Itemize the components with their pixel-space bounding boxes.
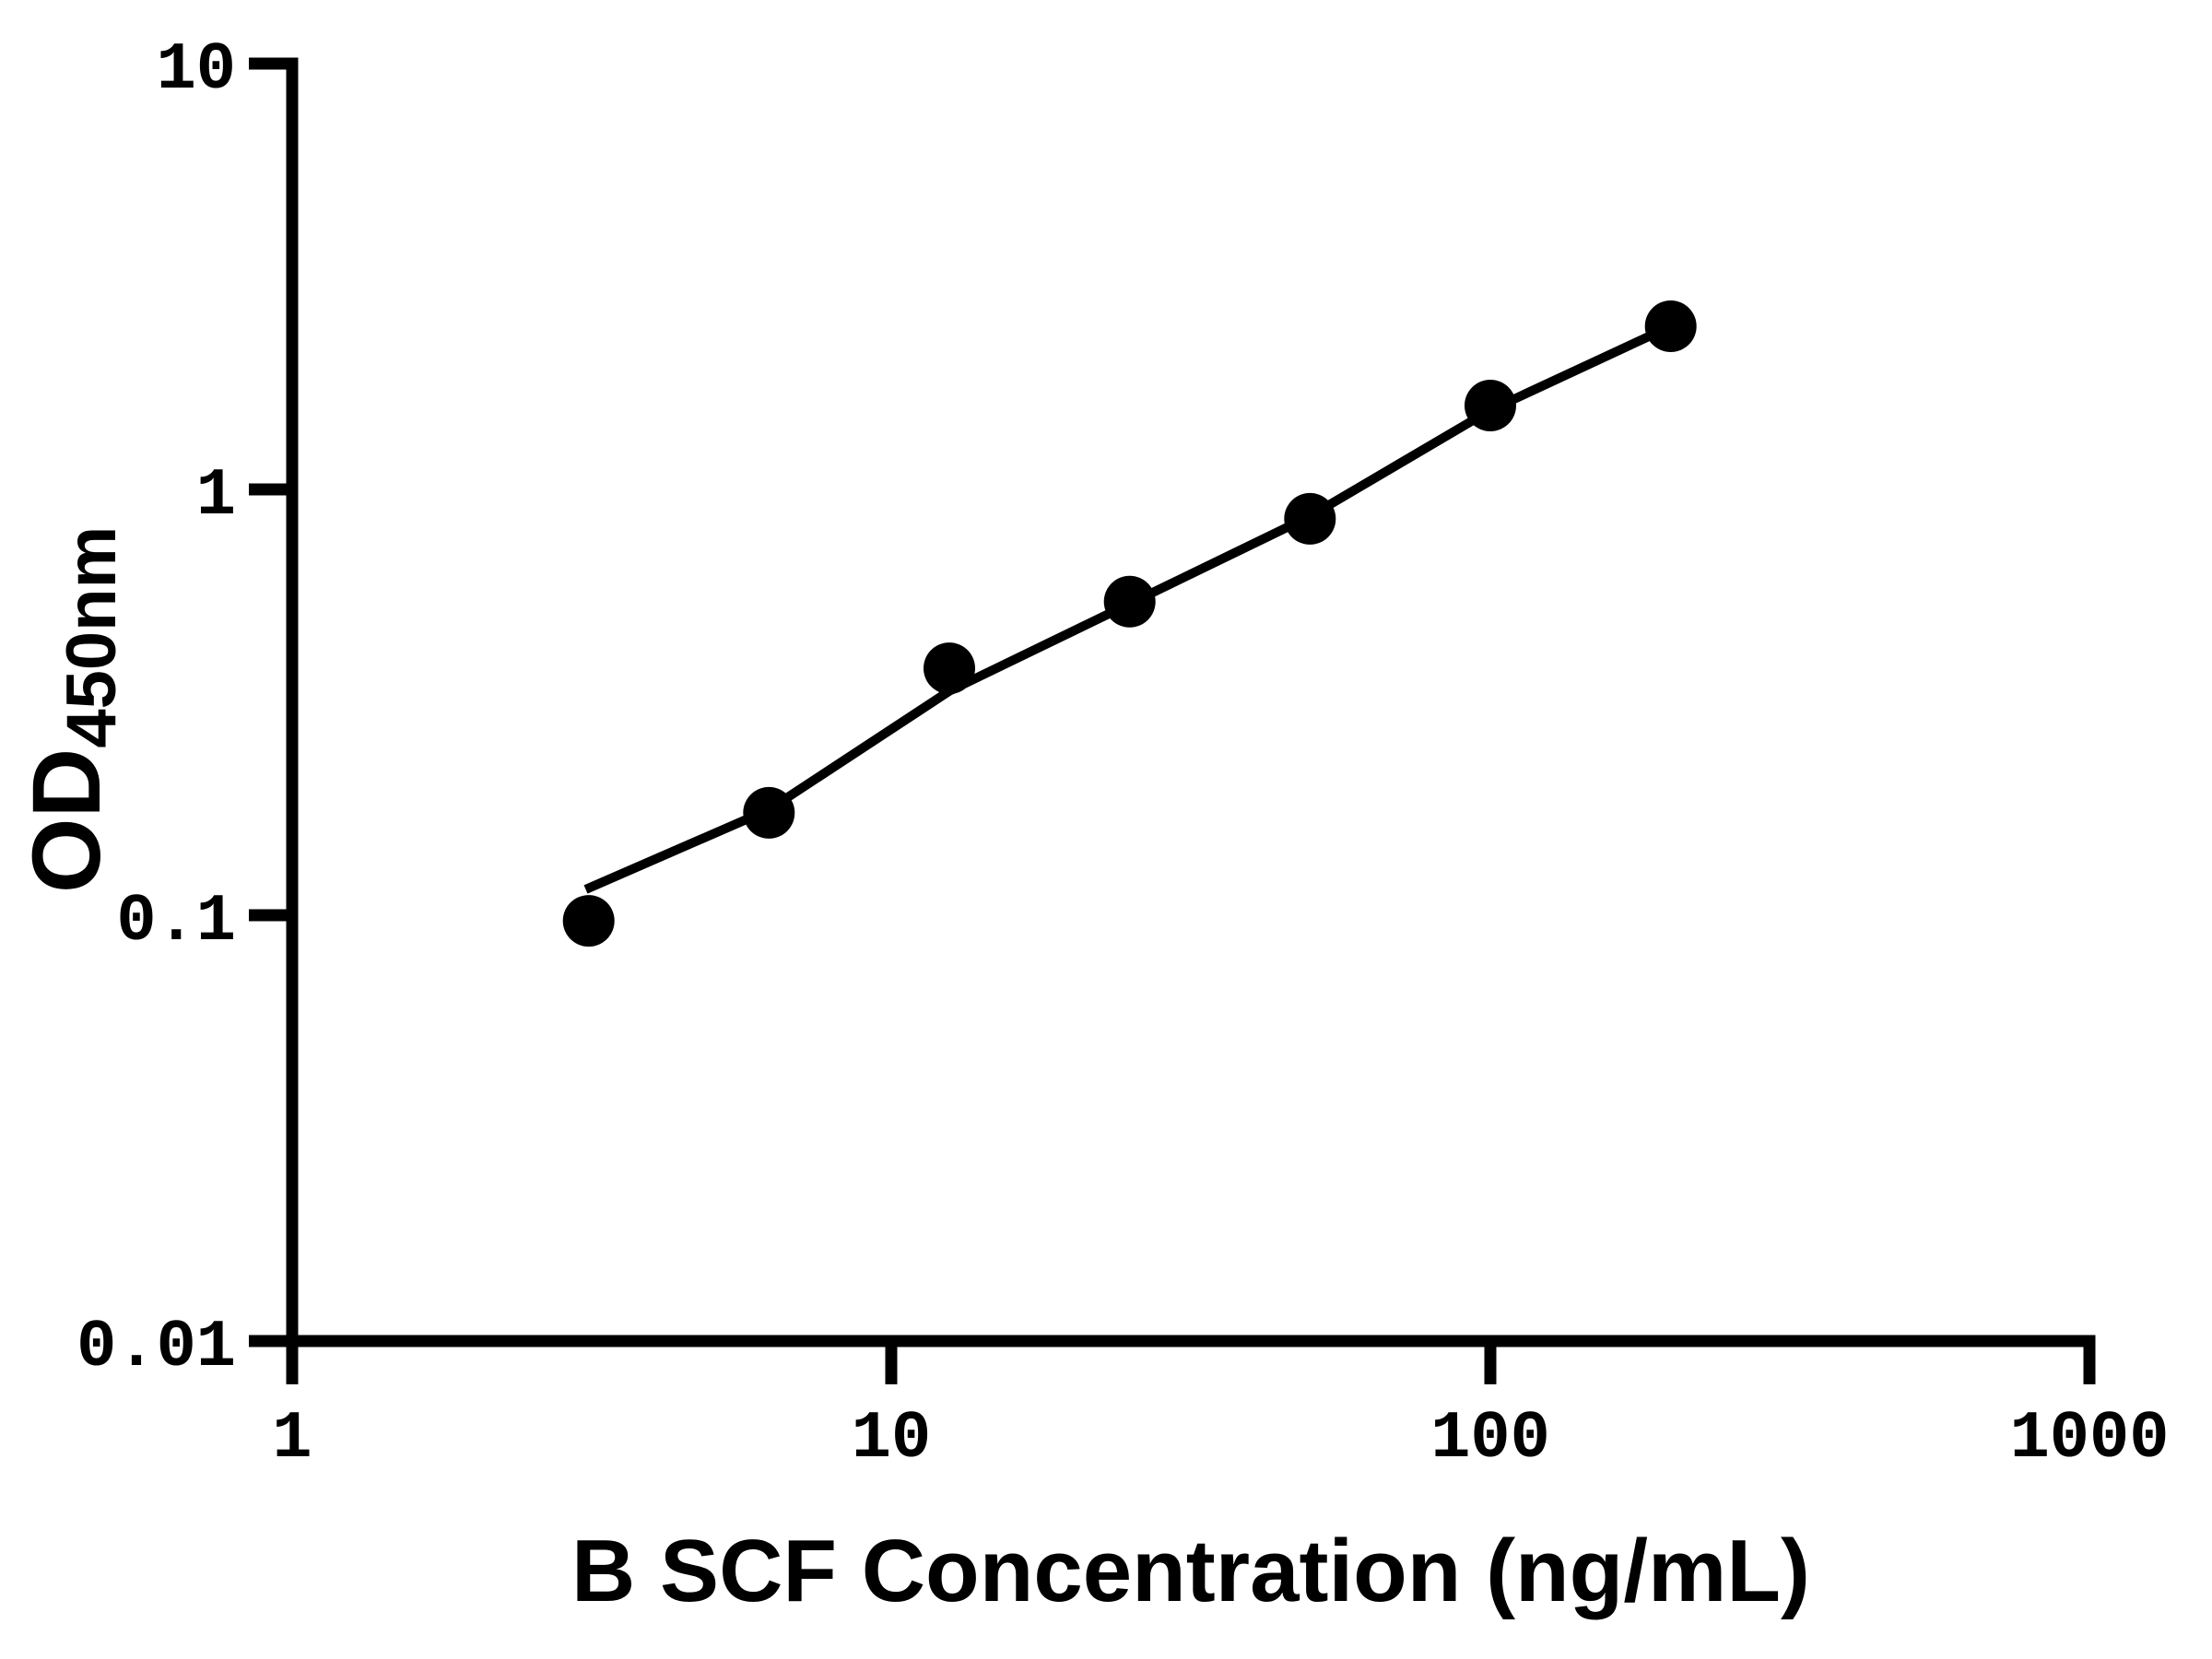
data-point <box>743 786 795 839</box>
x-tick-label: 100 <box>1430 1401 1550 1477</box>
y-axis-title-subscript: 450nm <box>52 525 131 748</box>
x-tick-label: 1 <box>272 1401 312 1477</box>
data-point <box>1284 492 1336 545</box>
y-axis-title-main: OD <box>13 747 122 894</box>
y-tick-label: 0.01 <box>76 1310 236 1385</box>
data-point <box>1103 575 1156 628</box>
x-tick-label: 10 <box>852 1401 931 1477</box>
data-point <box>924 642 975 695</box>
x-axis-title: B SCF Concentration (ng/mL) <box>571 1522 1810 1620</box>
x-tick-label: 1000 <box>2010 1401 2170 1477</box>
data-point <box>1644 300 1697 352</box>
y-axis-title: OD450nm <box>12 526 132 893</box>
y-tick-label: 0.1 <box>116 884 236 959</box>
y-tick-label: 10 <box>157 32 236 108</box>
y-tick-label: 1 <box>196 458 236 534</box>
data-point <box>1465 380 1516 431</box>
data-point <box>562 895 615 947</box>
